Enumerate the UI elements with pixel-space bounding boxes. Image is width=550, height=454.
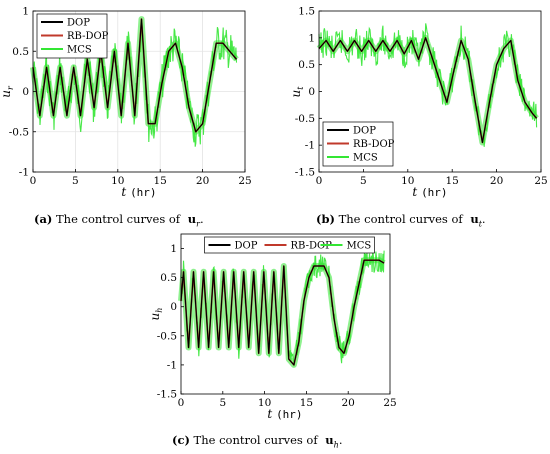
x-tick-label-b: 10 <box>401 175 414 187</box>
x-tick-label-b: 5 <box>360 175 367 187</box>
x-tick-label-a: 20 <box>196 175 209 187</box>
legend-label-rbdop-c: RB-DOP <box>291 241 333 252</box>
x-tick-label-c: 15 <box>300 397 313 409</box>
x-tick-label-b: 15 <box>446 175 459 187</box>
caption-b-tag: (b) <box>316 212 335 226</box>
x-axis-label-unit-b: (hr) <box>421 186 448 199</box>
caption-c-sub: h <box>333 440 339 450</box>
x-tick-label-c: 5 <box>219 397 226 409</box>
x-axis-label-a: t (hr) <box>121 185 156 199</box>
series-dop-a <box>32 18 237 133</box>
y-tick-label-b: 1 <box>308 32 315 44</box>
x-tick-label-a: 15 <box>154 175 167 187</box>
caption-b: (b) The control curves of ut. <box>316 212 486 229</box>
y-tick-label-b: -1 <box>305 140 315 152</box>
x-axis-label-b: t (hr) <box>412 185 447 199</box>
y-axis-label-c: uh <box>148 308 164 321</box>
caption-a-symbol: u <box>187 212 197 226</box>
y-tick-label-c: 0.5 <box>160 272 177 284</box>
y-axis-label-sub-a: r <box>6 85 15 90</box>
y-tick-label-c: -0.5 <box>157 330 177 342</box>
x-axis-label-c: t (hr) <box>267 407 302 421</box>
y-tick-label-a: -0.5 <box>9 126 29 138</box>
caption-c-tag: (c) <box>172 433 190 447</box>
legend-label-mcs-c: MCS <box>347 241 372 252</box>
y-axis-label-b: ut <box>289 86 305 98</box>
y-tick-label-a: 0 <box>22 86 29 98</box>
x-tick-label-c: 25 <box>383 397 396 409</box>
x-tick-label-b: 20 <box>490 175 503 187</box>
legend-label-mcs-a: MCS <box>67 45 92 56</box>
legend-label-dop-a: DOP <box>67 18 90 29</box>
x-tick-label-b: 0 <box>316 175 323 187</box>
legend-label-dop-c: DOP <box>235 241 258 252</box>
y-tick-label-b: -0.5 <box>295 113 315 125</box>
x-axis-label-var-a: t <box>121 185 130 199</box>
y-tick-label-c: 0 <box>170 301 177 313</box>
caption-b-text: The control curves of <box>338 212 463 226</box>
series-dop-b <box>318 37 538 144</box>
y-tick-label-c: -1.5 <box>157 389 177 401</box>
legend-label-mcs-b: MCS <box>353 153 378 164</box>
y-tick-label-b: 1.5 <box>298 6 315 18</box>
x-tick-label-a: 0 <box>30 175 37 187</box>
x-tick-label-c: 10 <box>258 397 271 409</box>
legend-label-rbdop-a: RB-DOP <box>67 31 109 42</box>
y-tick-label-b: -1.5 <box>295 167 315 179</box>
x-tick-label-c: 20 <box>342 397 355 409</box>
x-axis-label-unit-a: (hr) <box>130 186 157 199</box>
caption-c-symbol: u <box>325 433 334 447</box>
y-tick-label-b: 0.5 <box>298 59 315 71</box>
x-tick-label-a: 5 <box>72 175 79 187</box>
y-axis-label-sub-b: t <box>296 86 305 90</box>
caption-b-symbol: u <box>470 212 479 226</box>
legend-label-dop-b: DOP <box>353 126 376 137</box>
series-dop-c <box>180 259 385 366</box>
plot-frame-c <box>180 233 391 395</box>
caption-a-text: The control curves of <box>56 212 181 226</box>
caption-a-sub: r <box>196 219 200 229</box>
x-tick-label-b: 25 <box>534 175 547 187</box>
y-tick-label-c: -1 <box>167 359 177 371</box>
x-tick-label-a: 25 <box>238 175 251 187</box>
y-tick-label-b: 0 <box>308 86 315 98</box>
y-tick-label-a: 1 <box>22 6 29 18</box>
caption-c-text: The control curves of <box>193 433 318 447</box>
y-axis-label-a: ur <box>0 85 15 98</box>
y-tick-label-a: 0.5 <box>12 46 29 58</box>
x-tick-label-a: 10 <box>111 175 124 187</box>
x-axis-label-unit-c: (hr) <box>276 408 303 421</box>
x-tick-label-c: 0 <box>178 397 185 409</box>
y-tick-label-c: 1 <box>170 243 177 255</box>
caption-b-sub: t <box>478 219 482 229</box>
legend-label-rbdop-b: RB-DOP <box>353 139 395 150</box>
caption-a-tag: (a) <box>34 212 53 226</box>
y-tick-label-a: -1 <box>19 167 29 179</box>
x-axis-label-var-b: t <box>412 185 421 199</box>
legend-box-c <box>204 236 375 254</box>
x-axis-label-var-c: t <box>267 407 276 421</box>
caption-c: (c) The control curves of uh. <box>172 433 343 450</box>
caption-a: (a) The control curves of ur. <box>34 212 204 229</box>
y-axis-label-sub-c: h <box>155 308 164 313</box>
